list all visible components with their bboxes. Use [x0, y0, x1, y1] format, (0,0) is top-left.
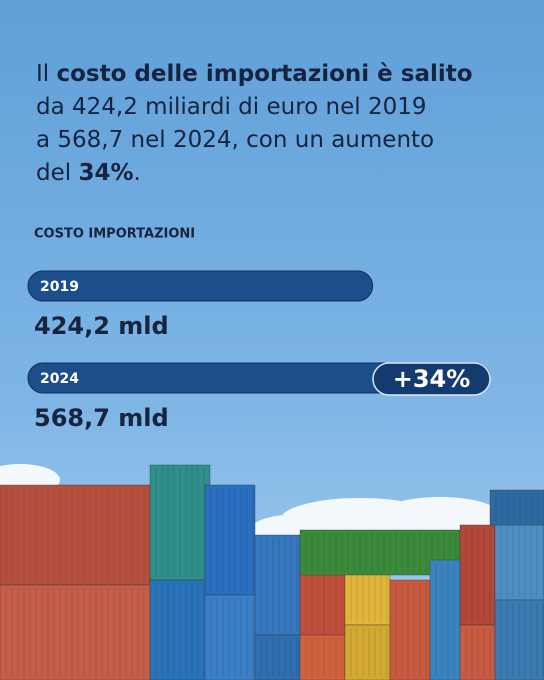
headline-text: del: [36, 160, 78, 186]
container: [429, 559, 461, 680]
headline: Il costo delle importazioni è salito da 4…: [36, 61, 473, 186]
annotation-pill: [372, 362, 491, 396]
container: [489, 489, 544, 526]
container: [459, 624, 496, 680]
headline-text: 34%: [78, 160, 133, 186]
container: [149, 579, 211, 680]
bar: [27, 270, 374, 302]
headline-line: da 424,2 miliardi di euro nel 2019: [36, 94, 427, 120]
container: [0, 584, 151, 680]
container: [494, 599, 544, 680]
container: [299, 634, 346, 680]
containers-photo: [0, 464, 544, 680]
container: [204, 594, 256, 680]
headline-text: da 424,2 miliardi di euro nel 2019: [36, 94, 427, 120]
headline-text: a 568,7 nel 2024, con un aumento: [36, 127, 434, 153]
container: [254, 534, 301, 636]
value-label: 424,2 mld: [34, 312, 169, 340]
category-label: 2019: [40, 279, 79, 295]
cloud: [380, 497, 500, 533]
value-label: 568,7 mld: [34, 404, 169, 432]
container: [149, 464, 211, 581]
headline-text: Il: [36, 61, 56, 87]
subtitle: COSTO IMPORTAZIONI: [34, 227, 195, 242]
container: [0, 484, 151, 586]
category-label: 2024: [40, 371, 79, 387]
headline-line: del 34%.: [36, 160, 141, 186]
container: [344, 624, 391, 680]
annotation: +34%: [393, 365, 471, 393]
container: [459, 524, 496, 626]
headline-text: costo delle importazioni è salito: [56, 61, 472, 87]
container: [254, 634, 301, 680]
headline-text: .: [134, 160, 141, 186]
headline-line: Il costo delle importazioni è salito: [36, 61, 473, 87]
container: [204, 484, 256, 596]
headline-line: a 568,7 nel 2024, con un aumento: [36, 127, 434, 153]
